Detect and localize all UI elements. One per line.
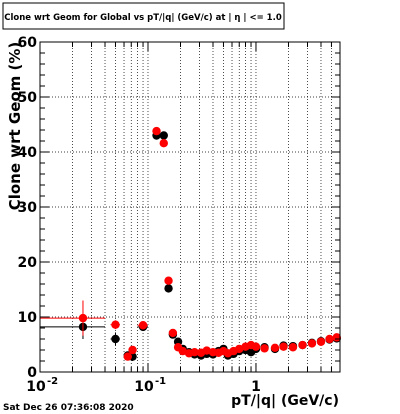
chart-title: Clone wrt Geom for Global vs pT/|q| (GeV… [4, 13, 282, 23]
data-series [40, 126, 341, 361]
data-point [164, 276, 173, 285]
y-axis-label: Clone wrt Geom (%) [6, 42, 24, 211]
data-point [159, 139, 168, 148]
data-point [128, 345, 137, 355]
data-point [251, 342, 261, 351]
data-point [152, 126, 161, 136]
x-tick-label: 10 [134, 379, 154, 395]
data-point [316, 337, 326, 346]
data-point [123, 352, 132, 361]
data-point [164, 284, 173, 293]
x-tick-exponent: -2 [47, 376, 58, 387]
data-point [111, 320, 120, 329]
x-tick-label: 1 [251, 379, 261, 395]
y-tick-label: 20 [18, 255, 38, 271]
data-point [270, 343, 280, 352]
y-tick-label: 10 [18, 310, 38, 326]
data-point [307, 339, 317, 348]
x-tick-label: 10 [26, 379, 46, 395]
data-point [288, 343, 298, 352]
data-point [111, 334, 120, 344]
y-tick-label: 60 [18, 35, 38, 51]
data-point [190, 348, 199, 357]
data-point [78, 313, 88, 323]
y-tick-label: 40 [18, 145, 38, 161]
data-point [325, 334, 334, 344]
data-point [138, 321, 148, 330]
title-box [2, 2, 285, 30]
data-point [260, 344, 269, 353]
red-series [40, 126, 341, 361]
data-point [168, 328, 178, 338]
x-tick-exponent: -1 [155, 376, 166, 387]
x-axis-label: pT/|q| (GeV/c) [231, 393, 339, 409]
data-point [298, 340, 307, 350]
timestamp: Sat Dec 26 07:36:08 2020 [3, 403, 134, 413]
y-tick-label: 0 [27, 365, 37, 381]
data-point [159, 131, 168, 140]
data-point [279, 342, 288, 351]
y-tick-label: 50 [18, 90, 38, 106]
y-tick-label: 30 [18, 200, 38, 216]
